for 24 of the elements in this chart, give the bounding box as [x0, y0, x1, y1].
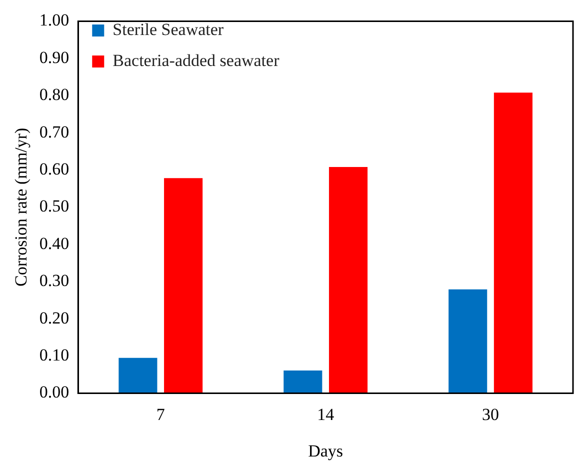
bar — [164, 178, 203, 394]
y-tick-label: 0.80 — [39, 85, 70, 104]
legend-label: Sterile Seawater — [112, 20, 224, 39]
y-axis-title: Corrosion rate (mm/yr) — [12, 128, 31, 287]
legend-label: Bacteria-added seawater — [112, 50, 280, 70]
bar — [328, 167, 368, 394]
y-tick-label: 0.00 — [39, 382, 70, 402]
x-tick-label: 7 — [156, 404, 166, 424]
y-tick-label: 0.30 — [39, 271, 70, 290]
y-tick-label: 0.90 — [39, 48, 70, 67]
bar — [284, 370, 322, 394]
y-tick-label: 0.20 — [39, 308, 70, 328]
bar — [494, 92, 532, 394]
y-tick-label: 0.60 — [39, 159, 70, 178]
y-tick-label: 0.70 — [39, 122, 70, 142]
y-tick-label: 1.00 — [39, 10, 70, 30]
x-axis-title: Days — [308, 441, 344, 460]
bar — [118, 358, 158, 394]
y-tick-label: 0.10 — [39, 345, 70, 364]
x-tick-label: 14 — [317, 404, 335, 424]
y-tick-label: 0.40 — [39, 234, 70, 253]
x-tick-label: 30 — [482, 404, 500, 424]
bar — [448, 289, 488, 394]
y-tick-label: 0.50 — [39, 196, 70, 216]
